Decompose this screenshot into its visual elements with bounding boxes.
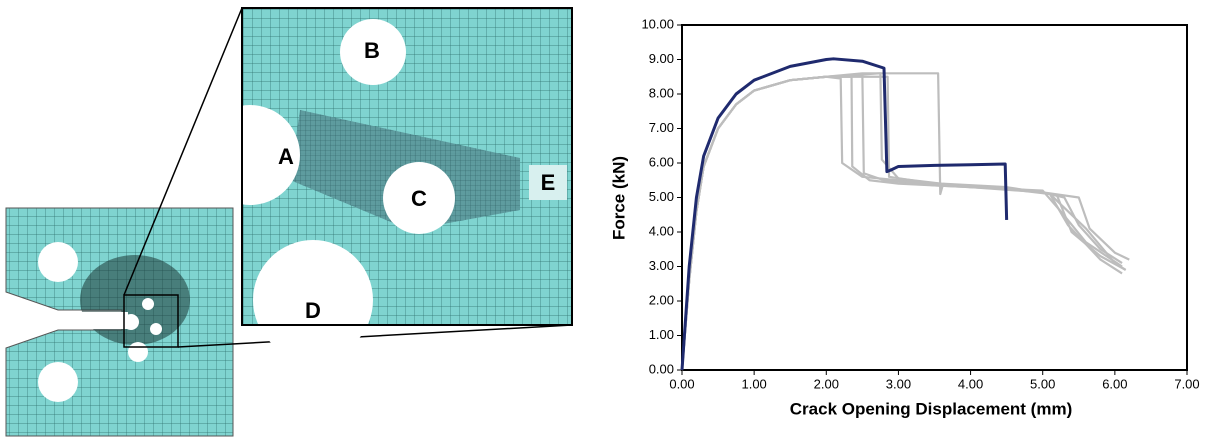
y-tick-label: 8.00 — [649, 85, 674, 100]
x-tick-label: 3.00 — [886, 376, 911, 391]
hole — [340, 19, 406, 85]
y-tick-label: 0.00 — [649, 361, 674, 376]
notch — [58, 312, 128, 329]
x-tick-label: 5.00 — [1030, 376, 1055, 391]
zoom-line — [123, 7, 243, 296]
zoom-box — [123, 294, 179, 348]
hole — [253, 240, 373, 360]
plot-frame — [681, 24, 1188, 371]
hole — [123, 314, 139, 330]
zoom-line — [177, 324, 573, 348]
hole — [383, 162, 455, 234]
hole — [142, 298, 154, 310]
series-line — [680, 72, 1130, 371]
x-tick-label: 6.00 — [1102, 376, 1127, 391]
hole — [128, 342, 148, 362]
y-tick-label: 2.00 — [649, 292, 674, 307]
x-axis-title: Crack Opening Displacement (mm) — [790, 399, 1072, 418]
series-line — [680, 72, 1123, 371]
series-line — [680, 57, 1009, 371]
hole — [200, 105, 300, 205]
zoom-view: B A C D E — [200, 7, 573, 360]
x-tick-label: 4.00 — [958, 376, 983, 391]
hole-label: D — [305, 298, 321, 323]
chart: Crack Opening Displacement (mm) Force (k… — [609, 16, 1199, 418]
x-tick-label: 2.00 — [814, 376, 839, 391]
y-tick-label: 10.00 — [641, 16, 674, 31]
hole — [38, 242, 78, 282]
y-tick-label: 1.00 — [649, 327, 674, 342]
x-tick-label: 7.00 — [1174, 376, 1199, 391]
zoom-frame — [241, 7, 573, 326]
series-line — [680, 75, 1123, 371]
y-tick-label: 9.00 — [649, 51, 674, 66]
y-tick-label: 4.00 — [649, 223, 674, 238]
series-line — [680, 75, 1127, 371]
hole-label: A — [278, 144, 294, 169]
y-tick-label: 5.00 — [649, 189, 674, 204]
label-bg — [529, 165, 567, 200]
crack-label: E — [541, 170, 556, 195]
series-line — [680, 75, 1123, 371]
hole-label: C — [411, 186, 427, 211]
x-tick-label: 1.00 — [741, 376, 766, 391]
y-tick-label: 3.00 — [649, 258, 674, 273]
hole-label: B — [364, 38, 380, 63]
y-tick-label: 7.00 — [649, 120, 674, 135]
specimen — [5, 7, 573, 437]
y-axis-title: Force (kN) — [609, 156, 628, 240]
hole — [150, 323, 162, 335]
y-tick-label: 6.00 — [649, 154, 674, 169]
x-tick-label: 0.00 — [669, 376, 694, 391]
series-line — [680, 73, 1127, 371]
hole — [38, 362, 78, 402]
